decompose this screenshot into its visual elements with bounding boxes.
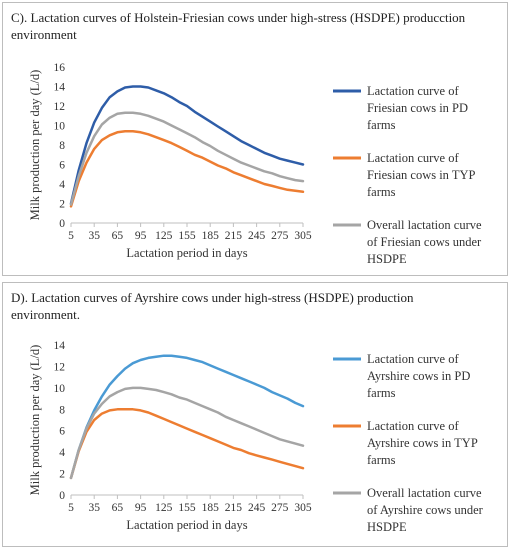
x-tick-label: 65	[112, 502, 124, 514]
chart-d: 0 2 4 6 8 10 12 14 5 35 65 95 125 155 185 215 245 275 305 L…	[28, 340, 484, 534]
y-tick-label: 8	[59, 140, 65, 152]
x-tick-label: 35	[88, 502, 100, 514]
chart-panel-d: D). Lactation curves of Ayrshire cows un…	[2, 282, 508, 547]
series-line-d-3	[69, 386, 305, 480]
legend-entry-c-2: Lactation curve of Friesian cows in TYP fa…	[367, 151, 475, 199]
x-tick-label: 5	[68, 230, 74, 242]
x-axis-label: Lactation period in days	[126, 518, 247, 532]
x-tick-label: 35	[88, 230, 100, 242]
y-tick-label: 12	[54, 361, 66, 373]
x-tick-label: 305	[294, 230, 312, 242]
x-tick-label: 155	[178, 230, 196, 242]
y-tick-label: 2	[59, 469, 65, 481]
chart-title-d: D). Lactation curves of Ayrshire cows un…	[11, 290, 414, 322]
chart-c: 0 2 4 6 8 10 12 14 16 5 35 65 95 125 155 185 215 245 275 30…	[28, 62, 482, 266]
x-tick-label: 305	[294, 502, 312, 514]
chart-panel-c: C). Lactation curves of Holstein-Friesia…	[2, 2, 508, 276]
series-line-d-1	[69, 354, 305, 480]
x-tick-label: 125	[155, 502, 173, 514]
legend-entry-d-1: Lactation curve of Ayrshire cows in PD far…	[367, 352, 470, 400]
legend-entry-c-1: Lactation curve of Friesian cows in PD far…	[367, 84, 468, 132]
y-tick-label: 12	[54, 101, 66, 113]
chart-title-c: C). Lactation curves of Holstein-Friesia…	[11, 10, 466, 42]
x-tick-label: 95	[135, 230, 147, 242]
y-tick-label: 4	[59, 179, 65, 191]
x-tick-label: 185	[202, 230, 220, 242]
x-tick-label: 275	[271, 502, 289, 514]
x-axis-label: Lactation period in days	[126, 246, 247, 260]
x-tick-label: 215	[225, 230, 243, 242]
series-line-c-1	[69, 85, 305, 205]
y-tick-label: 6	[59, 426, 65, 438]
y-tick-label: 4	[59, 447, 65, 459]
x-tick-label: 125	[155, 230, 173, 242]
x-tick-label: 245	[248, 230, 266, 242]
y-tick-label: 0	[59, 490, 65, 502]
y-tick-label: 6	[59, 160, 65, 172]
legend-entry-d-2: Lactation curve of Ayrshire cows in TYP fa…	[367, 419, 478, 467]
x-tick-label: 245	[248, 502, 266, 514]
series-line-d-2	[69, 408, 305, 480]
series-line-c-2	[69, 130, 305, 208]
x-tick-label: 155	[178, 502, 196, 514]
y-tick-label: 10	[54, 121, 66, 133]
y-tick-label: 2	[59, 199, 65, 211]
y-tick-label: 10	[54, 383, 66, 395]
x-tick-label: 215	[225, 502, 243, 514]
y-tick-label: 16	[54, 62, 66, 74]
y-tick-label: 14	[54, 340, 66, 352]
legend-entry-d-3: Overall lactation curve of Ayrshire cows …	[367, 486, 484, 534]
y-tick-label: 14	[54, 82, 66, 94]
y-tick-label: 8	[59, 404, 65, 416]
y-axis-label: Milk production per day (L/d)	[28, 70, 42, 221]
x-tick-label: 5	[68, 502, 74, 514]
x-tick-label: 65	[112, 230, 124, 242]
y-axis-label: Milk production per day (L/d)	[28, 345, 42, 496]
x-tick-label: 95	[135, 502, 147, 514]
y-tick-label: 0	[59, 218, 65, 230]
legend-entry-c-3: Overall lactation curve of Friesian cows …	[367, 218, 482, 266]
x-tick-label: 185	[202, 502, 220, 514]
series-line-c-3	[69, 111, 305, 206]
x-tick-label: 275	[271, 230, 289, 242]
